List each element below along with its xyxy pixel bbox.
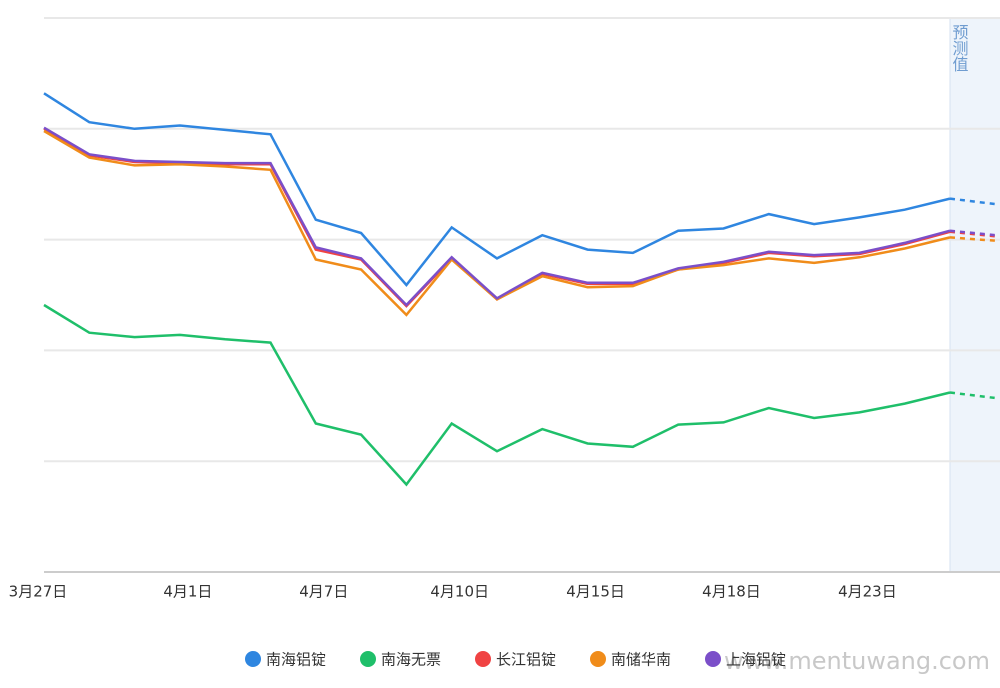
legend-marker (590, 651, 606, 667)
watermark: www.mentuwang.com (724, 647, 990, 675)
legend-marker (475, 651, 491, 667)
x-tick-label: 4月18日 (702, 583, 761, 601)
x-tick-label: 4月23日 (838, 583, 897, 601)
legend-marker (245, 651, 261, 667)
x-tick-label: 3月27日 (9, 583, 68, 601)
legend-marker (705, 651, 721, 667)
forecast-line (949, 236, 996, 242)
x-tick-label: 4月10日 (430, 583, 489, 601)
legend-label: 上海铝锭 (726, 651, 786, 669)
legend-label: 南海铝锭 (266, 651, 326, 669)
series-line (43, 126, 951, 307)
forecast-label: 预测值 (950, 24, 969, 72)
series-line (43, 92, 951, 287)
series-line (43, 127, 951, 308)
forecast-band (950, 18, 1000, 572)
forecast-line (949, 229, 996, 237)
forecast-line (949, 197, 996, 206)
forecast-line (949, 391, 996, 400)
x-tick-label: 4月15日 (566, 583, 625, 601)
legend-label: 长江铝锭 (496, 651, 556, 669)
series-line (43, 303, 951, 487)
x-tick-label: 4月1日 (163, 583, 212, 601)
legend-label: 南海无票 (381, 651, 441, 669)
legend-marker (360, 651, 376, 667)
legend-label: 南储华南 (611, 651, 671, 669)
x-tick-label: 4月7日 (299, 583, 348, 601)
